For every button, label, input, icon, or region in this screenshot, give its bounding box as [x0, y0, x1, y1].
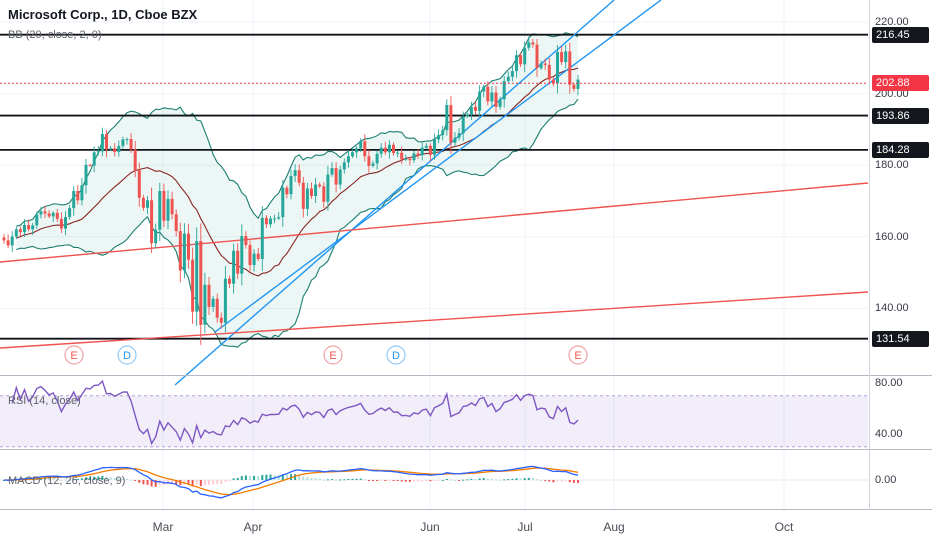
- svg-text:D: D: [123, 350, 131, 362]
- macd-signal-line[interactable]: [4, 467, 579, 496]
- rsi-band: [0, 395, 868, 447]
- grid: [0, 0, 868, 510]
- svg-text:E: E: [329, 350, 336, 362]
- trendline-red-1[interactable]: [0, 182, 869, 263]
- price-level-badge: 131.54: [872, 330, 929, 347]
- rsi-indicator-label[interactable]: RSI (14, close): [8, 395, 81, 407]
- svg-text:D: D: [392, 350, 400, 362]
- svg-text:E: E: [70, 350, 77, 362]
- earnings-marker[interactable]: E: [323, 345, 343, 365]
- earnings-marker[interactable]: E: [568, 345, 588, 365]
- macd-line[interactable]: [3, 465, 579, 499]
- last-price-badge: 202.88: [872, 75, 929, 92]
- bollinger-upper-line[interactable]: [16, 32, 579, 227]
- symbol-title[interactable]: Microsoft Corp., 1D, Cboe BZX: [8, 7, 198, 22]
- price-axis-label: 140.00: [875, 302, 909, 315]
- price-level-badge: 216.45: [872, 26, 929, 43]
- macd-indicator-label[interactable]: MACD (12, 26, close, 9): [8, 475, 126, 487]
- bollinger-fill: [16, 32, 579, 348]
- trendline-red-2[interactable]: [0, 291, 869, 349]
- rsi-line[interactable]: [11, 379, 579, 446]
- dividend-marker[interactable]: D: [386, 345, 406, 365]
- time-axis-month-label: Mar: [152, 520, 174, 534]
- svg-text:E: E: [574, 350, 581, 362]
- macd-axis-label: 0.00: [875, 474, 897, 486]
- time-axis-month-label: Apr: [243, 520, 263, 534]
- price-axis-label: 220.00: [875, 16, 909, 28]
- bb-indicator-label[interactable]: BB (20, close, 2, 0): [8, 29, 102, 41]
- time-axis-month-label: Oct: [774, 520, 794, 534]
- rsi-axis-label: 80.00: [875, 377, 903, 389]
- time-axis-month-label: Aug: [603, 520, 625, 534]
- price-level-badge: 184.28: [872, 141, 929, 158]
- price-axis[interactable]: 220.00 200.00 180.00 160.00 140.00 80.00 40.00…: [870, 0, 932, 550]
- price-axis-label: 180.00: [875, 159, 909, 172]
- time-axis-month-label: Jul: [517, 520, 533, 534]
- candlestick-series: [2, 36, 580, 345]
- time-axis-month-label: Jun: [420, 520, 440, 534]
- trendline-blue-2[interactable]: [214, 0, 662, 333]
- price-level-badge: 193.86: [872, 107, 929, 124]
- earnings-marker[interactable]: E: [64, 345, 84, 365]
- chart-legend: Microsoft Corp., 1D, Cboe BZX BB (20, cl…: [8, 7, 197, 41]
- price-axis-label: 160.00: [875, 230, 909, 243]
- time-axis[interactable]: Mar Apr Jun Jul Aug Oct: [0, 510, 932, 550]
- rsi-axis-label: 40.00: [875, 428, 903, 440]
- dividend-marker[interactable]: D: [117, 345, 137, 365]
